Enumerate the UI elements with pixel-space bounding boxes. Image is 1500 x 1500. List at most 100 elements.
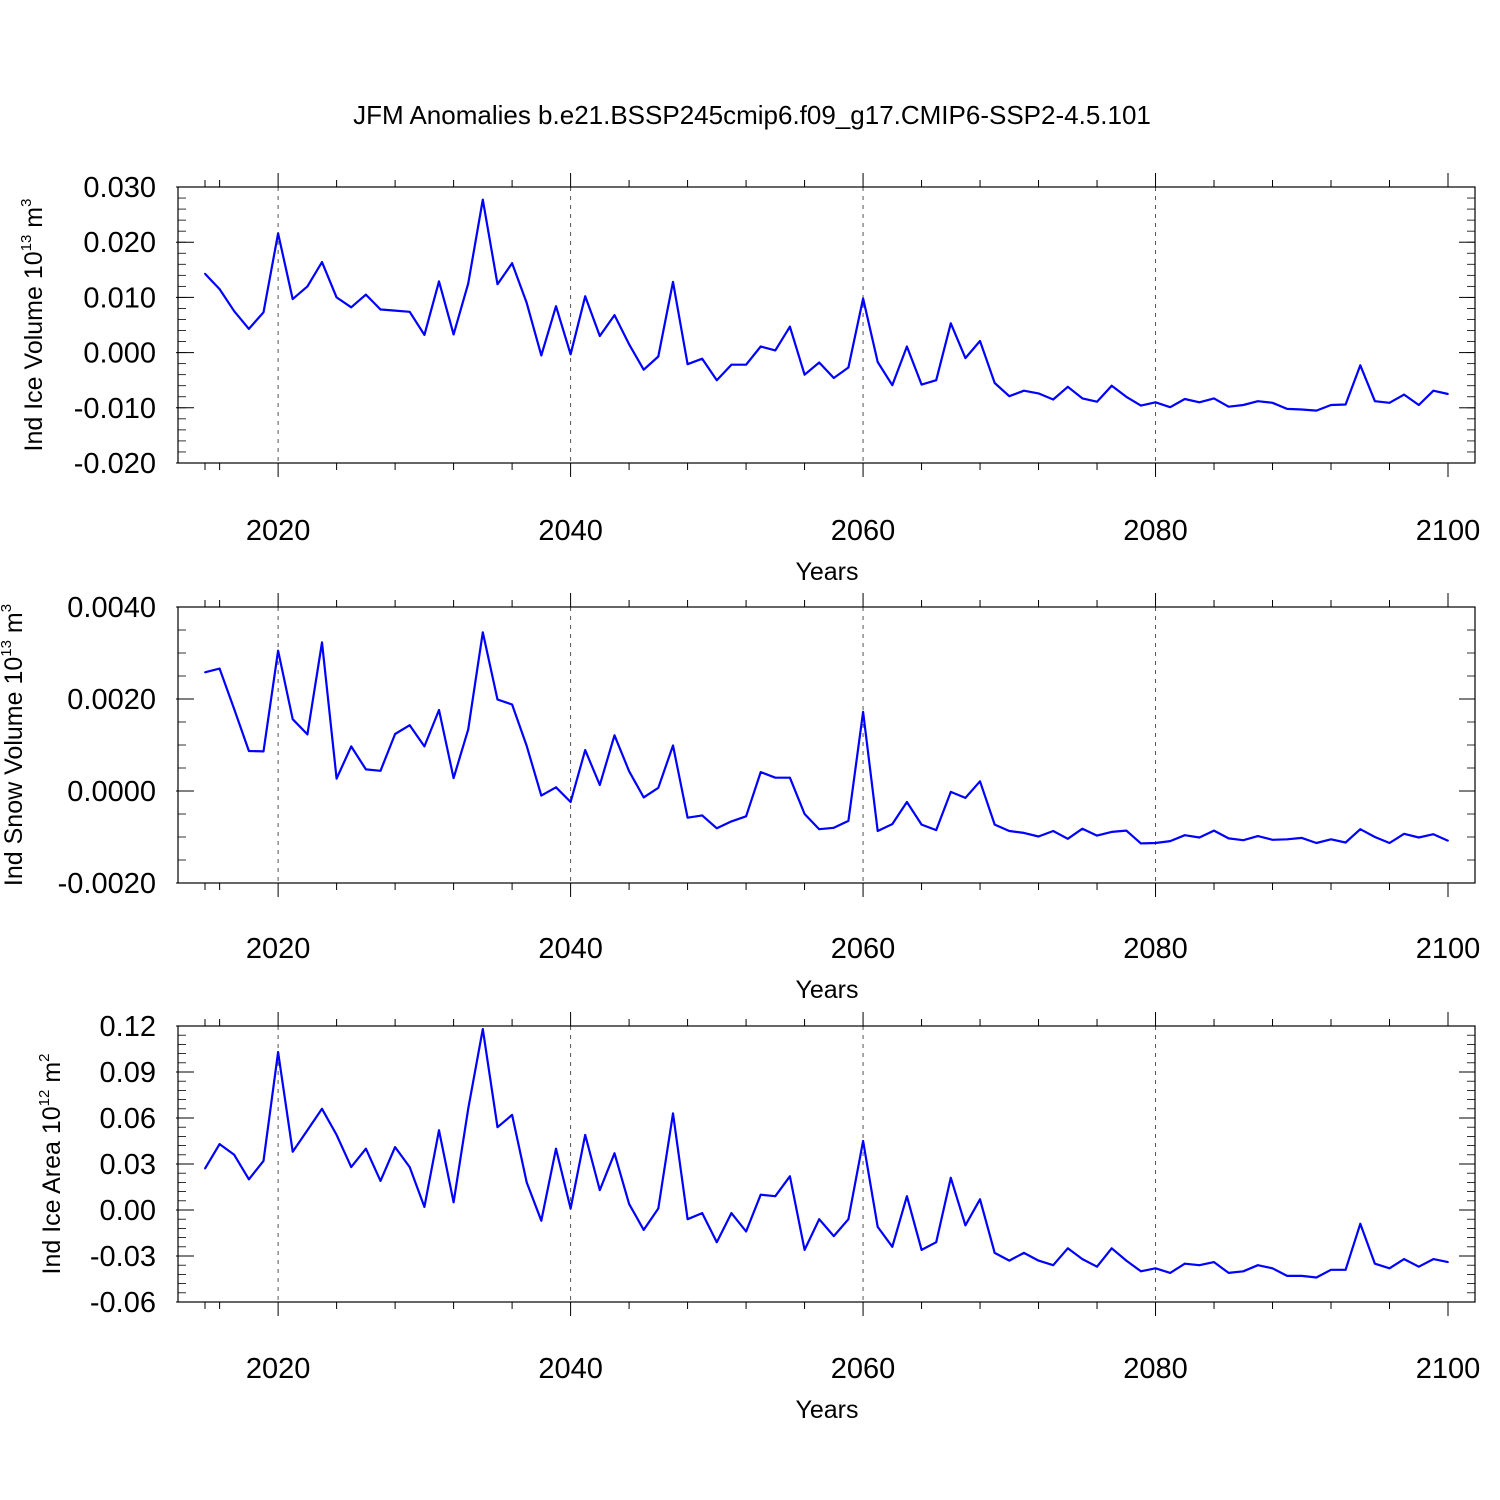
data-point — [628, 770, 630, 773]
data-point — [1417, 836, 1420, 839]
data-point — [1023, 831, 1025, 834]
data-point — [920, 823, 923, 826]
data-point — [291, 718, 294, 721]
data-point — [1286, 838, 1289, 841]
x-tick-label: 2080 — [1123, 933, 1188, 965]
data-point — [628, 343, 630, 346]
data-point — [1403, 832, 1406, 835]
data-point — [291, 298, 294, 300]
x-tick-label: 2100 — [1416, 1353, 1481, 1385]
data-point — [306, 1129, 309, 1132]
data-point — [1227, 405, 1230, 408]
data-point — [525, 1181, 528, 1184]
panel-3: -0.06 -0.03 0.00 0.03 0.06 0.09 0.12 2020 2040 20… — [36, 1011, 1480, 1424]
data-point — [891, 384, 894, 387]
data-point — [247, 1178, 250, 1181]
data-point — [715, 1241, 718, 1244]
data-point — [1373, 400, 1376, 403]
x-tick-label: 2040 — [538, 933, 603, 965]
data-point — [277, 1051, 280, 1053]
y-axis-label-exponent: 12 — [36, 1090, 53, 1107]
data-point — [1359, 828, 1362, 831]
data-point — [774, 1195, 777, 1198]
y-axis-label-unit-exponent: 3 — [0, 604, 15, 612]
data-point — [1432, 1258, 1435, 1260]
data-point — [862, 1140, 864, 1142]
data-point — [1037, 835, 1040, 838]
x-tick-label: 2020 — [246, 1353, 311, 1385]
y-tick-label: -0.020 — [74, 448, 156, 480]
data-point — [657, 1207, 660, 1210]
data-point — [1125, 1259, 1128, 1262]
figure-title: JFM Anomalies b.e21.BSSP245cmip6.f09_g17… — [353, 100, 1151, 130]
data-point — [1271, 401, 1274, 404]
data-point — [1300, 837, 1303, 839]
data-point — [394, 1146, 397, 1149]
data-point — [891, 1245, 894, 1248]
data-point — [496, 1126, 499, 1129]
data-point — [1403, 393, 1406, 396]
data-point — [1286, 1275, 1289, 1277]
data-point — [262, 750, 265, 753]
data-point — [438, 1129, 440, 1132]
x-tick-label: 2040 — [538, 1353, 603, 1385]
data-point — [1388, 401, 1391, 404]
y-axis-label-unit: m — [0, 612, 28, 640]
data-point — [642, 1229, 645, 1231]
data-point — [1169, 840, 1172, 843]
data-point — [364, 293, 367, 296]
data-point — [1213, 829, 1215, 832]
data-point — [759, 771, 762, 774]
y-axis-label-text: Ind Ice Volume 10 — [20, 251, 48, 451]
data-point — [584, 1133, 587, 1136]
data-point — [774, 776, 777, 779]
data-point — [335, 1133, 338, 1136]
data-point — [306, 733, 309, 736]
data-point — [701, 357, 704, 360]
data-point — [467, 282, 470, 285]
data-point — [350, 745, 353, 748]
data-point — [540, 354, 543, 357]
data-point — [350, 306, 353, 309]
data-point — [964, 357, 967, 360]
data-point — [1330, 838, 1332, 841]
x-tick-label: 2080 — [1123, 1353, 1188, 1385]
data-point — [789, 1175, 791, 1178]
y-tick-label: 0.03 — [100, 1149, 156, 1181]
data-point — [906, 345, 908, 348]
data-point — [438, 280, 440, 283]
data-point — [686, 816, 689, 819]
data-point — [1242, 404, 1245, 406]
data-point — [979, 1198, 981, 1201]
data-point — [686, 1218, 689, 1221]
data-point — [1198, 836, 1201, 839]
data-point — [715, 379, 718, 382]
data-point — [233, 708, 236, 711]
data-point — [467, 728, 470, 731]
data-point — [1213, 1261, 1215, 1264]
data-point — [321, 261, 323, 263]
data-point — [335, 296, 338, 299]
y-axis-label-exponent: 13 — [18, 235, 35, 252]
data-point — [247, 327, 250, 330]
y-axis-label-text: Ind Snow Volume 10 — [0, 657, 28, 886]
data-point — [657, 355, 660, 358]
y-tick-label: 0.0000 — [67, 776, 156, 808]
data-point — [818, 828, 821, 831]
data-point — [862, 297, 864, 300]
data-point — [569, 353, 572, 356]
data-point — [1330, 404, 1332, 406]
data-point — [1256, 835, 1259, 837]
data-point — [1447, 839, 1449, 842]
data-point — [1183, 834, 1186, 837]
data-point — [628, 1202, 630, 1205]
data-point — [1300, 1275, 1303, 1277]
data-point — [1110, 384, 1113, 387]
data-point — [1110, 831, 1113, 833]
data-point — [555, 305, 557, 308]
data-point — [204, 671, 206, 674]
data-point — [730, 363, 733, 366]
data-point — [379, 308, 382, 311]
data-point — [364, 768, 367, 771]
data-point — [1256, 1264, 1259, 1267]
